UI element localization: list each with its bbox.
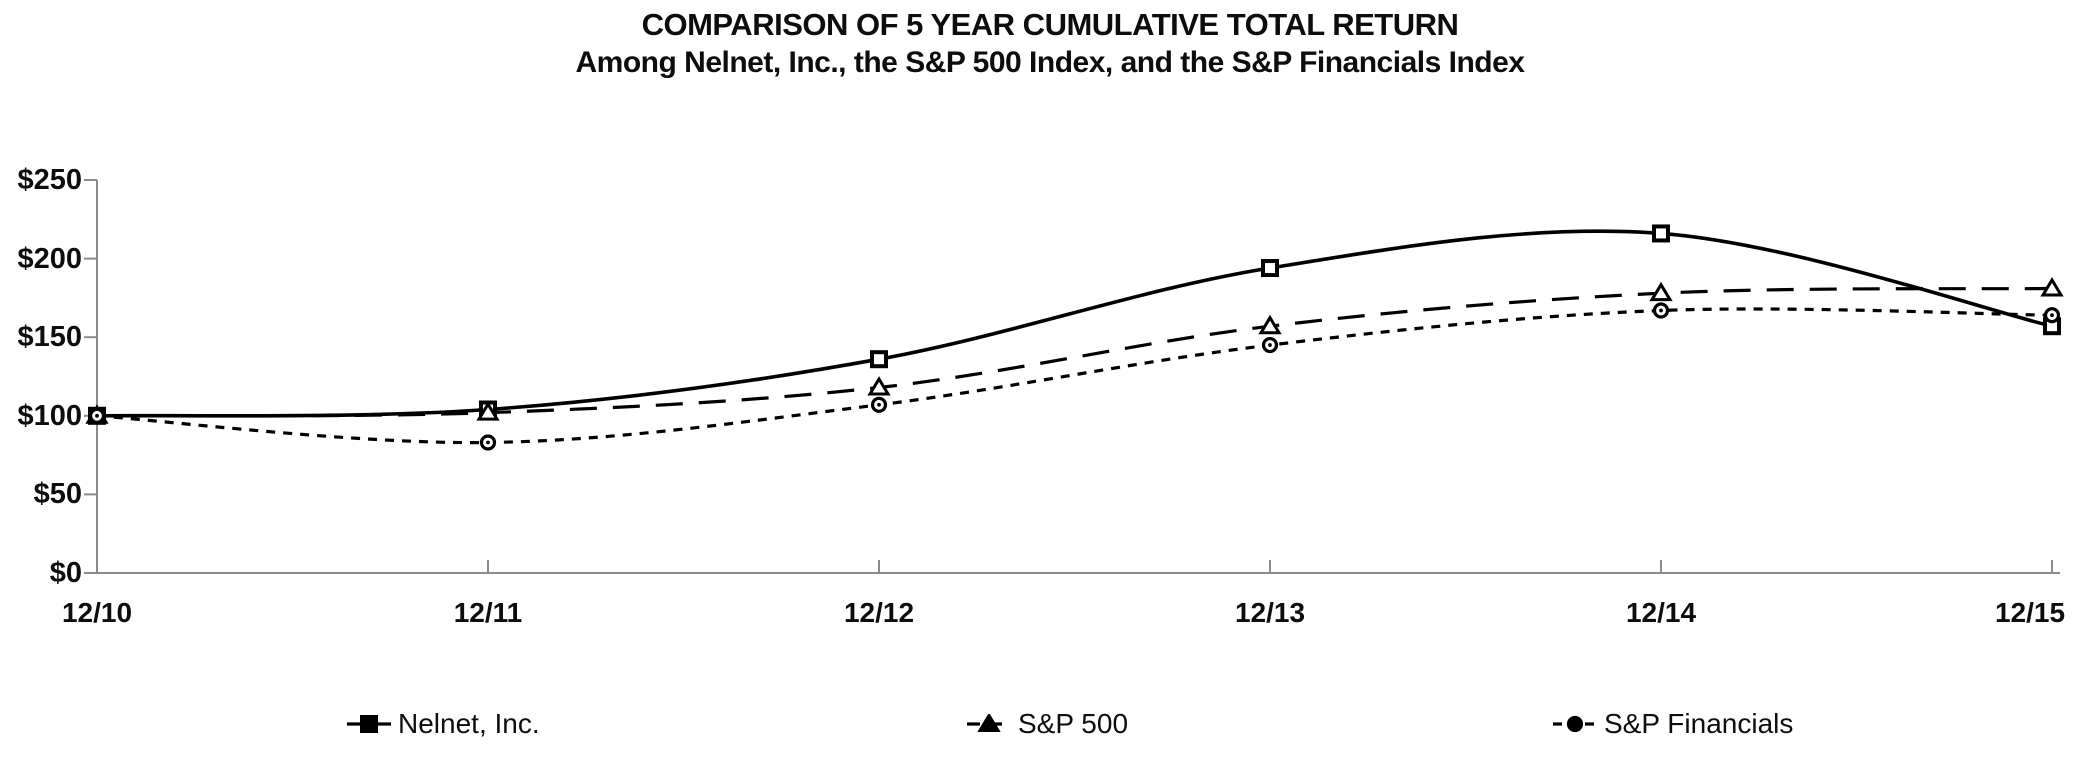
series-markers-nelnet-inc	[88, 224, 2061, 425]
triangle-marker-icon	[2040, 277, 2064, 297]
y-tick-label: $0	[49, 557, 82, 589]
circle-marker-dot-icon	[1659, 308, 1663, 313]
y-tick-label: $250	[17, 164, 82, 196]
legend-marker-graphic	[347, 715, 391, 733]
legend-marker-graphic	[1553, 715, 1597, 733]
series-markers-s-p-financials	[88, 302, 2061, 451]
triangle-marker-icon	[867, 376, 891, 396]
chart-subtitle: Among Nelnet, Inc., the S&P 500 Index, a…	[575, 46, 1525, 79]
circle-marker-dot-icon	[877, 402, 881, 407]
x-tick-label: 12/14	[1625, 597, 1697, 628]
square-marker-icon	[1652, 224, 1670, 243]
circle-marker-dot-icon	[486, 440, 490, 445]
x-tick-label: 12/12	[843, 597, 915, 628]
circle-marker-dot-icon	[1268, 343, 1272, 347]
chart-title-block: COMPARISON OF 5 YEAR CUMULATIVE TOTAL RE…	[0, 6, 2100, 81]
triangle-marker-icon	[1649, 281, 1673, 302]
series-markers-s-p-500	[85, 277, 2064, 424]
y-tick-label: $100	[17, 399, 82, 432]
y-tick-label: $200	[17, 242, 82, 275]
sp-financials-dotted-circle-legend-marker-icon	[1553, 714, 1597, 734]
x-tick-label: 12/10	[61, 597, 133, 628]
triangle-marker-icon	[977, 714, 1001, 732]
legend-label-sp500: S&P 500	[1018, 708, 1129, 739]
triangle-marker-icon	[1258, 314, 1282, 335]
legend-item-sp500: S&P 500	[967, 708, 1128, 740]
x-tick-label: 12/11	[453, 597, 523, 628]
legend-label-nelnet: Nelnet, Inc.	[398, 708, 540, 739]
series-line-s-p-financials	[96, 307, 2053, 445]
series-line-nelnet-inc	[96, 229, 2053, 418]
y-tick-label: $150	[17, 321, 82, 354]
x-tick-label: 12/13	[1234, 597, 1306, 628]
circle-marker-dot-icon	[95, 413, 99, 418]
sp500-dashed-triangle-legend-marker-icon	[967, 714, 1011, 734]
legend-item-sp-financials: S&P Financials	[1553, 708, 1793, 740]
legend-marker-graphic	[967, 714, 1011, 732]
circle-marker-icon	[1566, 715, 1584, 733]
y-tick-label: $50	[33, 478, 82, 511]
square-marker-icon	[870, 350, 888, 369]
nelnet-solid-square-legend-marker-icon	[347, 714, 391, 734]
circle-marker-dot-icon	[2050, 313, 2054, 318]
chart-title: COMPARISON OF 5 YEAR CUMULATIVE TOTAL RE…	[641, 7, 1459, 42]
legend-label-sp-financials: S&P Financials	[1604, 708, 1794, 739]
triangle-marker-icon	[476, 401, 500, 421]
square-marker-icon	[360, 715, 378, 733]
x-tick-label: 12/15	[1994, 597, 2066, 628]
legend-item-nelnet: Nelnet, Inc.	[347, 708, 540, 740]
square-marker-icon	[1261, 259, 1279, 278]
